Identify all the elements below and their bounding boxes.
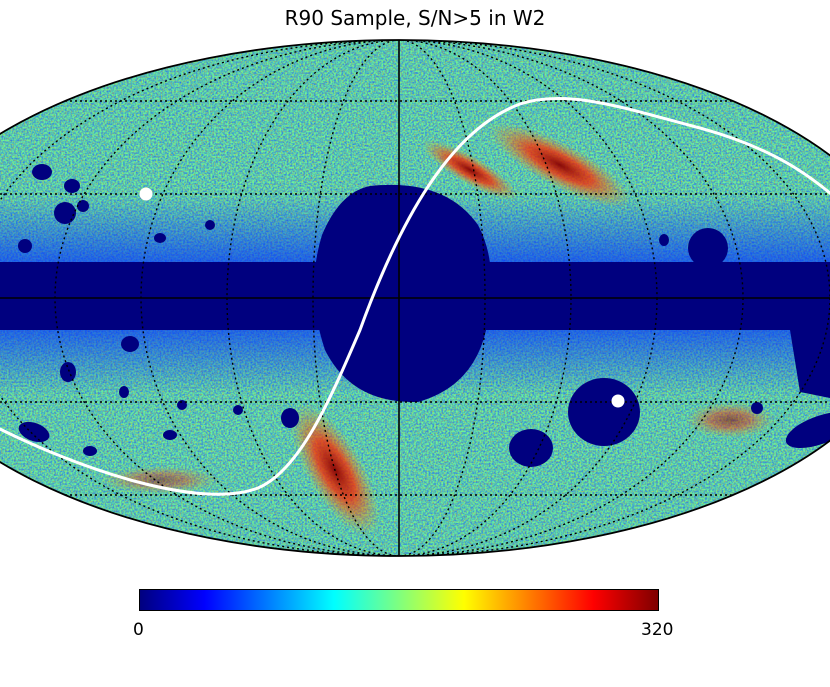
overdense-region bbox=[488, 122, 632, 208]
masked-regions bbox=[0, 164, 830, 467]
colorbar-max-label: 320 bbox=[641, 620, 674, 640]
map-pixels bbox=[0, 40, 830, 556]
colorbar bbox=[139, 589, 659, 611]
overdense-region bbox=[421, 139, 519, 201]
smc-mask bbox=[509, 429, 553, 467]
mask-patch bbox=[688, 228, 728, 268]
colorbar-min-label: 0 bbox=[133, 620, 144, 640]
map-title: R90 Sample, S/N>5 in W2 bbox=[284, 6, 546, 30]
pole-marker bbox=[139, 187, 153, 201]
pole-marker bbox=[611, 394, 625, 408]
overdense-region bbox=[100, 466, 220, 494]
ecliptic-curve bbox=[0, 97, 830, 496]
lmc-mask bbox=[568, 378, 640, 446]
map-boundary bbox=[0, 39, 830, 557]
bulge-mask bbox=[314, 184, 492, 403]
